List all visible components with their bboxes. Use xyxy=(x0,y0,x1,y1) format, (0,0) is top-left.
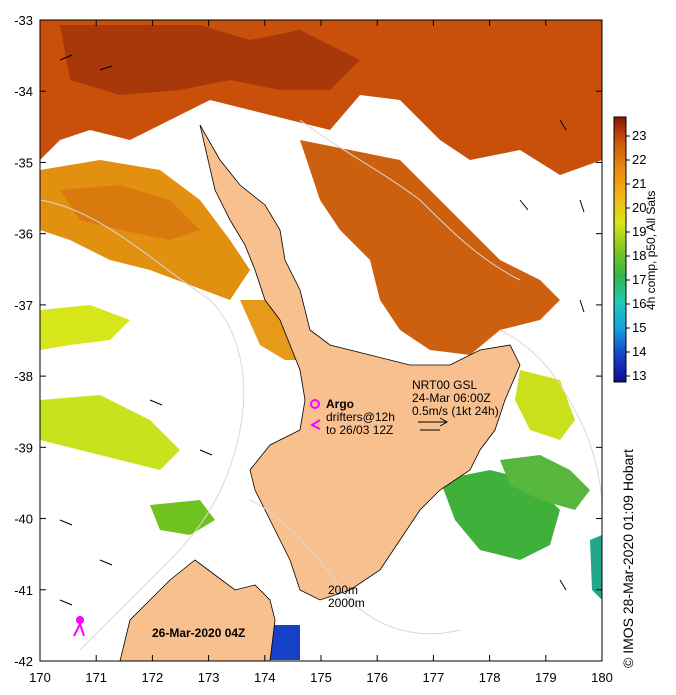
lon-tick-label: 177 xyxy=(423,670,445,685)
sst-field xyxy=(40,20,602,660)
lat-tick-label: -42 xyxy=(14,654,33,669)
lat-tick-label: -39 xyxy=(14,440,33,455)
lon-tick-label: 173 xyxy=(198,670,220,685)
lat-tick-label: -34 xyxy=(14,84,33,99)
colorbar-tick-label: 18 xyxy=(632,248,646,263)
date-stamp: 26-Mar-2020 04Z xyxy=(152,626,245,640)
drifter-marker xyxy=(309,419,321,430)
lat-tick-label: -35 xyxy=(14,155,33,170)
lat-tick-label: -41 xyxy=(14,583,33,598)
current-vectors xyxy=(59,54,585,606)
lat-tick-label: -36 xyxy=(14,227,33,242)
drifter-position xyxy=(76,616,84,624)
isobath-2000-label: 2000m xyxy=(328,596,365,610)
colorbar-tick-label: 22 xyxy=(632,152,646,167)
lon-tick-label: 172 xyxy=(142,670,164,685)
colorbar-tick-label: 20 xyxy=(632,200,646,215)
lat-tick-label: -33 xyxy=(14,13,33,28)
lon-tick-label: 175 xyxy=(310,670,332,685)
lon-tick-label: 180 xyxy=(591,670,613,685)
land xyxy=(119,124,521,661)
isobaths xyxy=(40,119,602,651)
lat-tick-label: -38 xyxy=(14,369,33,384)
colorbar-tick-label: 23 xyxy=(632,128,646,143)
current-scale-label: 0.5m/s (1kt 24h) xyxy=(412,404,499,418)
lon-tick-label: 176 xyxy=(366,670,388,685)
colorbar-tick-label: 13 xyxy=(632,368,646,383)
colorbar-tick-label: 19 xyxy=(632,224,646,239)
drifters-line-1: drifters@12h xyxy=(326,410,395,424)
lon-tick-label: 178 xyxy=(479,670,501,685)
colorbar-tick-label: 17 xyxy=(632,272,646,287)
drifters-line-2: to 26/03 12Z xyxy=(326,423,393,437)
colorbar-title: 4h comp, p50, All Sats xyxy=(644,191,658,310)
colorbar-tick-label: 16 xyxy=(632,296,646,311)
lat-tick-label: -37 xyxy=(14,298,33,313)
colorbar xyxy=(613,116,627,383)
current-time-label: 24-Mar 06:00Z xyxy=(412,391,491,405)
argo-marker xyxy=(310,399,320,409)
colorbar-tick-label: 14 xyxy=(632,344,646,359)
colorbar-tick-label: 15 xyxy=(632,320,646,335)
lon-tick-label: 170 xyxy=(29,670,51,685)
lon-tick-label: 174 xyxy=(254,670,276,685)
lon-tick-label: 171 xyxy=(85,670,107,685)
isobath-200-label: 200m xyxy=(328,583,358,597)
argo-label: Argo xyxy=(326,397,354,411)
credit-text: © IMOS 28-Mar-2020 01:09 Hobart xyxy=(620,449,636,668)
current-model-label: NRT00 GSL xyxy=(412,378,477,392)
colorbar-tick-label: 21 xyxy=(632,176,646,191)
lon-tick-label: 179 xyxy=(535,670,557,685)
drifter-track xyxy=(73,621,85,637)
lat-tick-label: -40 xyxy=(14,512,33,527)
